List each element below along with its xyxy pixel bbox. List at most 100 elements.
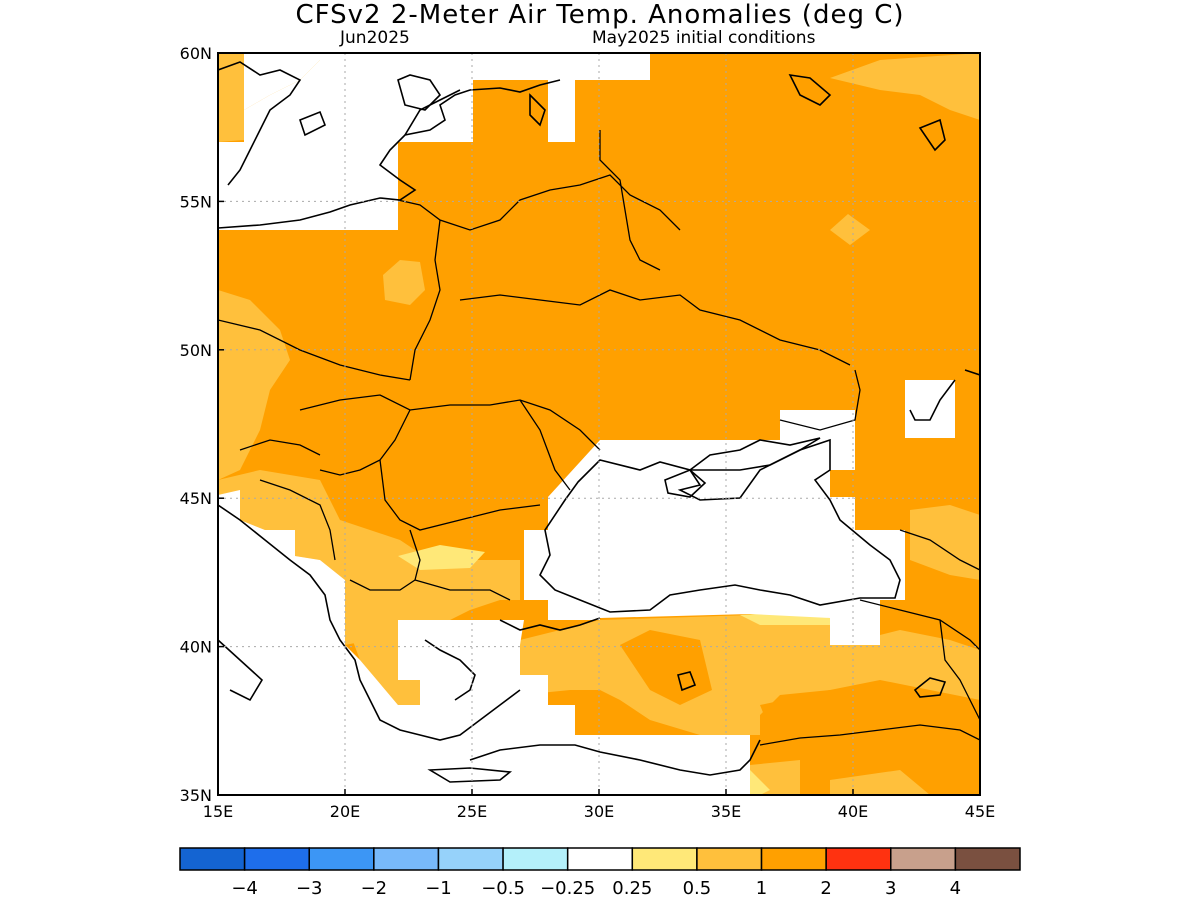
sweden-coast [218,61,302,186]
colorbar-swatch [308,847,375,871]
colorbar-swatch [825,847,892,871]
y-tick-label: 40N [180,638,212,657]
anomaly-region-0p5-1 [218,290,290,480]
balkan-coast [218,504,521,741]
colorbar-label: −0.25 [540,878,595,899]
border [379,459,541,531]
border [218,319,411,381]
colorbar-label: 3 [885,878,896,899]
initial-conditions: May2025 initial conditions [592,28,816,48]
anomaly-region-0p25-0p5 [398,545,485,570]
x-tick-label: 40E [838,802,868,821]
x-tick-label: 45E [965,802,995,821]
x-tick-label: 35E [711,802,741,821]
y-tick-label: 35N [180,786,212,805]
marmara-coast [499,617,601,631]
border [299,394,601,451]
x-tick-label: 25E [457,802,487,821]
border [599,130,661,271]
island-outline [529,93,546,127]
x-tick-label: 15E [203,802,233,821]
border [397,174,681,231]
anomaly-region-0p5-1 [830,770,930,795]
colorbar-swatch [890,847,957,871]
lake-outline [913,677,947,698]
anomaly-region-1-2 [620,630,712,705]
border [319,409,411,476]
colorbar-label: 2 [820,878,831,899]
colorbar-swatch [179,847,246,871]
gridlines [218,53,980,795]
colorbar-label: 4 [950,878,961,899]
border [939,619,980,721]
aland-outline [397,74,442,111]
coastlines [218,61,980,783]
black-sea-coast [539,438,901,613]
anomaly-region-0p5-1 [830,214,870,245]
aegean-coast [424,639,476,701]
border [259,479,336,561]
x-tick-label: 20E [330,802,360,821]
y-tick-label: 55N [180,192,212,211]
colorbar-swatch [373,847,440,871]
border [239,439,321,456]
anomaly-region-0p5-1 [345,580,370,645]
caspian-coast [909,379,956,421]
no-anomaly-area [244,53,320,110]
baltic-coast [218,79,561,229]
border [459,289,851,366]
caspian-coast [964,369,980,376]
y-tick-label: 60N [180,44,212,63]
border [519,399,571,491]
colorbar-label: −0.5 [481,878,525,899]
crimea-coast [664,469,707,498]
colorbar-swatch [696,847,763,871]
colorbar-swatch [502,847,569,871]
no-anomaly-area [218,520,750,795]
border [349,529,421,591]
crete-outline [427,767,513,783]
no-anomaly-area [905,380,955,438]
border [779,369,861,431]
colorbar-label: −3 [296,878,323,899]
colorbar-swatch [760,847,827,871]
border [414,579,511,601]
colorbar-label: 0.5 [683,878,712,899]
longitude-axis: 15E 20E 25E 30E 35E 40E 45E [203,789,995,821]
colorbar-swatch [954,847,1021,871]
border [899,529,980,571]
anomaly-region-0p5-1 [830,53,980,120]
colorbar-swatch [243,847,310,871]
border [759,724,980,746]
colorbar-label: −4 [231,878,258,899]
anomaly-region-0p25-0p5 [750,770,770,795]
colorbar-label: 0.25 [612,878,652,899]
colorbar-swatch [566,847,634,871]
anomaly-region-0p5-1 [383,260,425,305]
italy-coast [218,639,264,702]
lake-outline [918,118,946,152]
no-anomaly-area [218,490,240,520]
colorbar-swatch [631,847,698,871]
y-tick-label: 50N [180,341,212,360]
colorbar-legend: −4 −3 −2 −1 −0.5 −0.25 0.25 0.5 1 2 3 4 [179,847,1021,899]
gotland-outline [299,110,327,137]
no-anomaly-area [218,53,650,230]
x-tick-label: 30E [584,802,614,821]
turkey-south-coast [469,739,761,776]
colorbar-label: −1 [425,878,452,899]
border [409,219,441,381]
lake-outline [677,671,697,692]
no-anomaly-area [524,410,905,645]
y-tick-label: 45N [180,489,212,508]
anomaly-region-0p5-1 [218,470,520,705]
forecast-month: Jun2025 [340,28,410,48]
colorbar-swatch [437,847,504,871]
anomaly-region-0p5-1 [398,680,420,705]
anomaly-shading [218,53,980,795]
anomaly-region-1-2 [760,690,980,760]
latitude-axis: 35N 40N 45N 50N 55N 60N [180,44,224,805]
azov-coast [687,437,821,471]
colorbar-label: 1 [756,878,767,899]
